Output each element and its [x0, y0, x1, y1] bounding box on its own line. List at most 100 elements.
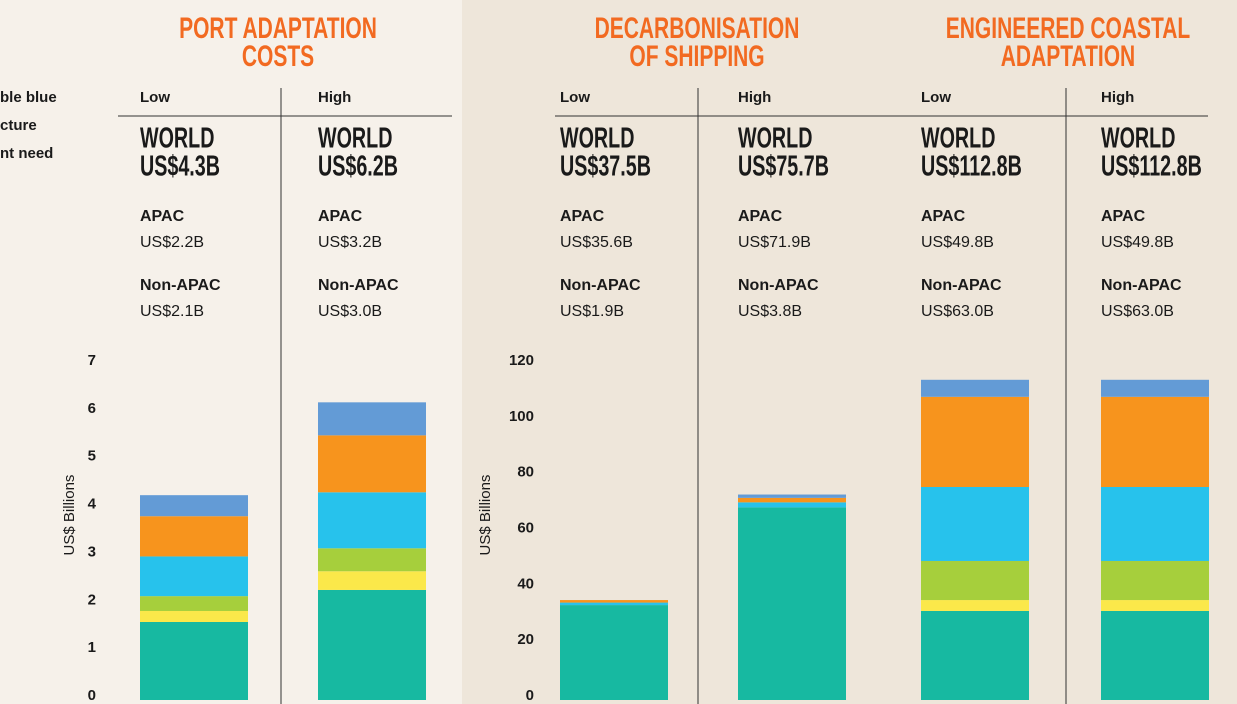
bar-segment: [318, 571, 426, 590]
group-title: COSTS: [242, 40, 314, 72]
y-tick-label: 4: [88, 496, 97, 513]
bar-segment: [1101, 560, 1209, 601]
apac-value: US$71.9B: [738, 234, 811, 251]
y-axis-label: US$ Billions: [477, 475, 494, 556]
bar-segment: [140, 516, 248, 557]
bar-segment: [1101, 610, 1209, 700]
world-value: US$6.2B: [318, 151, 398, 183]
intro-text: ble blue: [0, 89, 57, 106]
column-header: Low: [921, 89, 951, 106]
y-tick-label: 5: [88, 448, 96, 465]
bar-segment: [921, 396, 1029, 487]
bar-segment: [140, 495, 248, 517]
bar-segment: [318, 435, 426, 493]
y-tick-label: 0: [88, 687, 96, 704]
apac-value: US$3.2B: [318, 234, 382, 251]
group-title: ADAPTATION: [1001, 40, 1135, 72]
apac-label: APAC: [921, 208, 966, 225]
y-tick-label: 0: [526, 687, 534, 704]
column-header: High: [738, 89, 771, 106]
bar-segment: [560, 600, 668, 603]
bar-segment: [738, 497, 846, 503]
bar-segment: [921, 610, 1029, 700]
bar-segment: [318, 589, 426, 700]
bar-segment: [738, 502, 846, 508]
world-value: US$37.5B: [560, 151, 651, 183]
bar-segment: [1101, 600, 1209, 611]
non-apac-value: US$3.0B: [318, 303, 382, 320]
apac-label: APAC: [1101, 208, 1146, 225]
non-apac-label: Non-APAC: [318, 277, 399, 294]
bar-segment: [921, 379, 1029, 397]
apac-label: APAC: [140, 208, 185, 225]
y-axis-label: US$ Billions: [61, 475, 78, 556]
column-header: Low: [140, 89, 170, 106]
y-tick-label: 120: [509, 352, 534, 369]
bar-segment: [738, 494, 846, 498]
y-tick-label: 7: [88, 352, 96, 369]
apac-label: APAC: [560, 208, 605, 225]
bar-segment: [738, 507, 846, 700]
bar-segment: [921, 560, 1029, 601]
apac-label: APAC: [318, 208, 363, 225]
world-label: WORLD: [921, 123, 995, 155]
world-value: US$4.3B: [140, 151, 220, 183]
non-apac-value: US$2.1B: [140, 303, 204, 320]
bar-segment: [1101, 486, 1209, 561]
non-apac-label: Non-APAC: [140, 277, 221, 294]
y-tick-label: 2: [88, 591, 96, 608]
bar-segment: [1101, 379, 1209, 397]
non-apac-value: US$3.8B: [738, 303, 802, 320]
apac-value: US$35.6B: [560, 234, 633, 251]
column-header: High: [1101, 89, 1134, 106]
intro-text: cture: [0, 117, 37, 134]
group-title: ENGINEERED COASTAL: [946, 12, 1191, 44]
group-title: DECARBONISATION: [595, 12, 800, 44]
non-apac-label: Non-APAC: [738, 277, 819, 294]
y-tick-label: 60: [517, 519, 534, 536]
non-apac-value: US$63.0B: [921, 303, 994, 320]
bar-segment: [560, 605, 668, 700]
non-apac-value: US$63.0B: [1101, 303, 1174, 320]
world-label: WORLD: [318, 123, 392, 155]
bar-segment: [1101, 396, 1209, 487]
non-apac-label: Non-APAC: [1101, 277, 1182, 294]
group-title: PORT ADAPTATION: [179, 12, 377, 44]
apac-value: US$49.8B: [921, 234, 994, 251]
bar-segment: [921, 486, 1029, 561]
bar-segment: [140, 556, 248, 597]
bar-segment: [140, 596, 248, 611]
bar-segment: [921, 600, 1029, 611]
y-tick-label: 40: [517, 575, 534, 592]
bar-segment: [560, 602, 668, 606]
non-apac-label: Non-APAC: [921, 277, 1002, 294]
world-label: WORLD: [1101, 123, 1175, 155]
y-tick-label: 6: [88, 400, 96, 417]
non-apac-value: US$1.9B: [560, 303, 624, 320]
world-label: WORLD: [140, 123, 214, 155]
y-tick-label: 20: [517, 631, 534, 648]
bar-segment: [318, 402, 426, 436]
non-apac-label: Non-APAC: [560, 277, 641, 294]
apac-value: US$49.8B: [1101, 234, 1174, 251]
intro-text: nt need: [0, 145, 53, 162]
world-label: WORLD: [560, 123, 634, 155]
bar-segment: [140, 621, 248, 700]
bar-segment: [318, 492, 426, 549]
world-value: US$75.7B: [738, 151, 829, 183]
world-label: WORLD: [738, 123, 812, 155]
y-tick-label: 1: [88, 639, 96, 656]
y-tick-label: 100: [509, 408, 534, 425]
apac-label: APAC: [738, 208, 783, 225]
bar-segment: [140, 610, 248, 622]
y-tick-label: 3: [88, 543, 96, 560]
apac-value: US$2.2B: [140, 234, 204, 251]
world-value: US$112.8B: [1101, 151, 1202, 183]
group-title: OF SHIPPING: [629, 40, 764, 72]
y-tick-label: 80: [517, 464, 534, 481]
world-value: US$112.8B: [921, 151, 1022, 183]
column-header: High: [318, 89, 351, 106]
column-header: Low: [560, 89, 590, 106]
